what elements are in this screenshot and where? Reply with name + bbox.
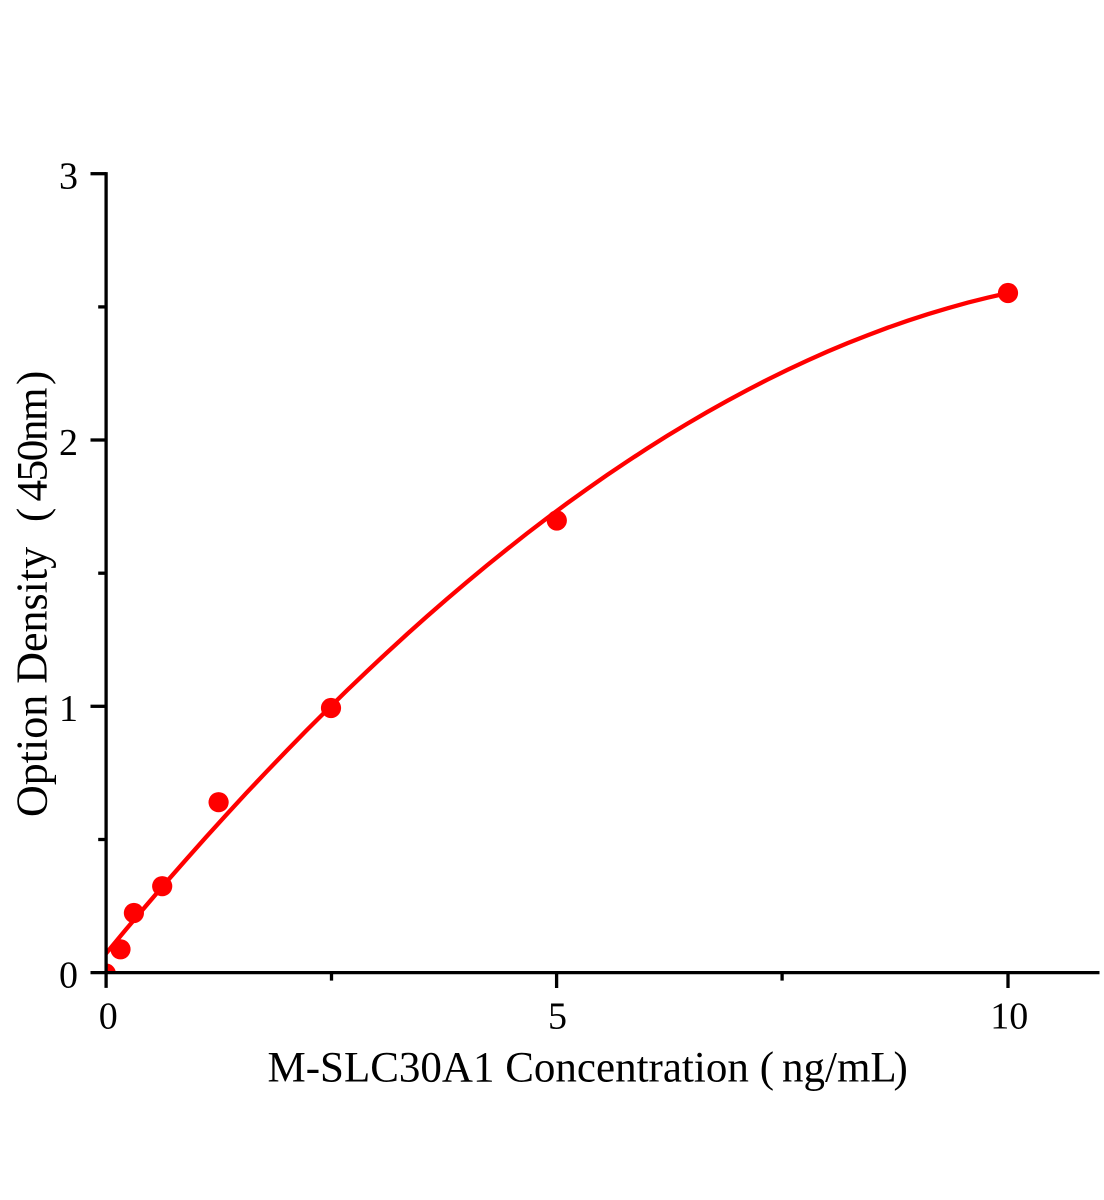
- svg-text:M-SLC30A1 Concentration: M-SLC30A1 Concentration: [268, 1045, 749, 1092]
- svg-text:): ): [10, 371, 57, 385]
- svg-text:450nm: 450nm: [10, 388, 57, 502]
- svg-text:ng/mL: ng/mL: [782, 1045, 897, 1092]
- svg-text:2: 2: [59, 422, 78, 464]
- svg-text:(: (: [10, 508, 57, 522]
- svg-text:(: (: [760, 1045, 774, 1092]
- svg-text:10: 10: [990, 996, 1028, 1038]
- svg-text:0: 0: [59, 955, 78, 997]
- svg-text:): ): [894, 1045, 908, 1092]
- svg-text:Option Density: Option Density: [8, 547, 57, 817]
- svg-text:3: 3: [59, 156, 78, 198]
- svg-text:1: 1: [59, 688, 78, 730]
- svg-text:5: 5: [548, 996, 567, 1038]
- svg-text:0: 0: [99, 996, 118, 1038]
